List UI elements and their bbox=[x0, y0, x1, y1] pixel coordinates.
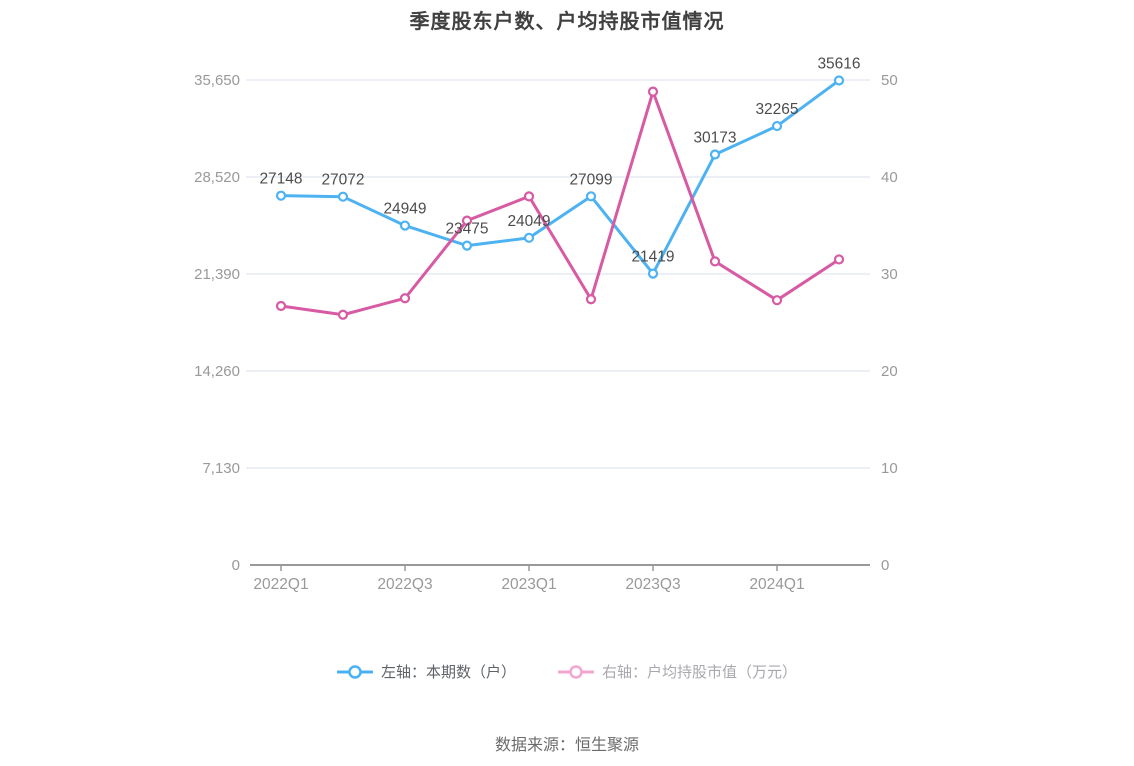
right-axis-tick-label: 40 bbox=[881, 169, 898, 186]
point-value-label: 30173 bbox=[693, 130, 736, 147]
legend-line-marker-icon bbox=[336, 664, 373, 679]
right-series-point bbox=[771, 295, 783, 306]
right-series-point bbox=[461, 215, 473, 226]
left-axis-tick-label: 28,520 bbox=[194, 169, 240, 186]
point-value-label: 27099 bbox=[569, 171, 612, 188]
right-series-point bbox=[523, 191, 535, 202]
data-source-label: 数据来源：恒生聚源 bbox=[494, 737, 639, 754]
left-axis-tick-label: 14,260 bbox=[194, 363, 240, 380]
point-value-label: 35616 bbox=[817, 55, 860, 72]
right-series-point bbox=[647, 86, 659, 97]
right-axis-tick-label: 50 bbox=[881, 72, 898, 89]
right-axis-tick-label: 0 bbox=[881, 557, 889, 574]
left-series-line bbox=[279, 78, 841, 276]
point-value-label: 23475 bbox=[445, 221, 488, 238]
point-value-label: 21419 bbox=[631, 249, 674, 266]
left-axis-tick-label: 21,390 bbox=[194, 266, 240, 283]
right-series-point bbox=[337, 309, 349, 320]
x-axis-tick-label: 2022Q1 bbox=[253, 576, 308, 593]
point-value-label: 32265 bbox=[755, 101, 798, 118]
left-axis-tick-label: 35,650 bbox=[194, 72, 240, 89]
left-axis-tick-label: 7,130 bbox=[202, 460, 240, 477]
left-series-point bbox=[709, 149, 721, 160]
left-series-point bbox=[399, 220, 411, 231]
right-series-point bbox=[709, 256, 721, 267]
left-series-point bbox=[275, 190, 287, 201]
left-series-point bbox=[337, 191, 349, 202]
x-axis-tick-label: 2023Q3 bbox=[625, 576, 680, 593]
point-value-label: 27148 bbox=[259, 171, 302, 188]
right-axis-tick-label: 30 bbox=[881, 266, 898, 283]
x-axis-tick-label: 2022Q3 bbox=[377, 576, 432, 593]
right-axis-tick-label: 20 bbox=[881, 363, 898, 380]
left-series-point bbox=[647, 268, 659, 279]
point-value-label: 27072 bbox=[321, 172, 364, 189]
left-axis-tick-label: 0 bbox=[232, 557, 240, 574]
chart-title: 季度股东户数、户均持股市值情况 bbox=[409, 11, 725, 33]
legend: 左轴：本期数（户） 右轴：户均持股市值（万元） bbox=[0, 661, 1134, 682]
right-series-point bbox=[585, 294, 597, 305]
left-series-point bbox=[771, 120, 783, 132]
line-chart-canvas: 0 7,130 14,260 21,390 28,520 35,650 0 10 20 30 40 5… bbox=[194, 55, 898, 593]
left-series-point bbox=[461, 240, 473, 251]
right-series-line bbox=[279, 90, 841, 317]
right-series-point bbox=[275, 300, 287, 312]
left-series-point bbox=[833, 75, 845, 86]
legend-item-right-axis-series[interactable]: 右轴：户均持股市值（万元） bbox=[558, 661, 797, 682]
right-series-point bbox=[833, 254, 845, 265]
right-series-point bbox=[399, 293, 411, 304]
legend-line-marker-icon bbox=[558, 664, 594, 679]
legend-label: 左轴：本期数（户） bbox=[380, 664, 516, 681]
left-series-point bbox=[585, 191, 597, 202]
left-series-point bbox=[523, 232, 535, 243]
x-axis-tick-label: 2024Q1 bbox=[749, 576, 804, 593]
x-axis-tick-label: 2023Q1 bbox=[501, 576, 556, 593]
legend-label: 右轴：户均持股市值（万元） bbox=[602, 664, 798, 681]
legend-item-left-axis-series[interactable]: 左轴：本期数（户） bbox=[336, 661, 516, 682]
right-axis-tick-label: 10 bbox=[881, 460, 898, 477]
point-value-label: 24949 bbox=[383, 201, 426, 218]
point-value-label: 24049 bbox=[507, 213, 550, 230]
